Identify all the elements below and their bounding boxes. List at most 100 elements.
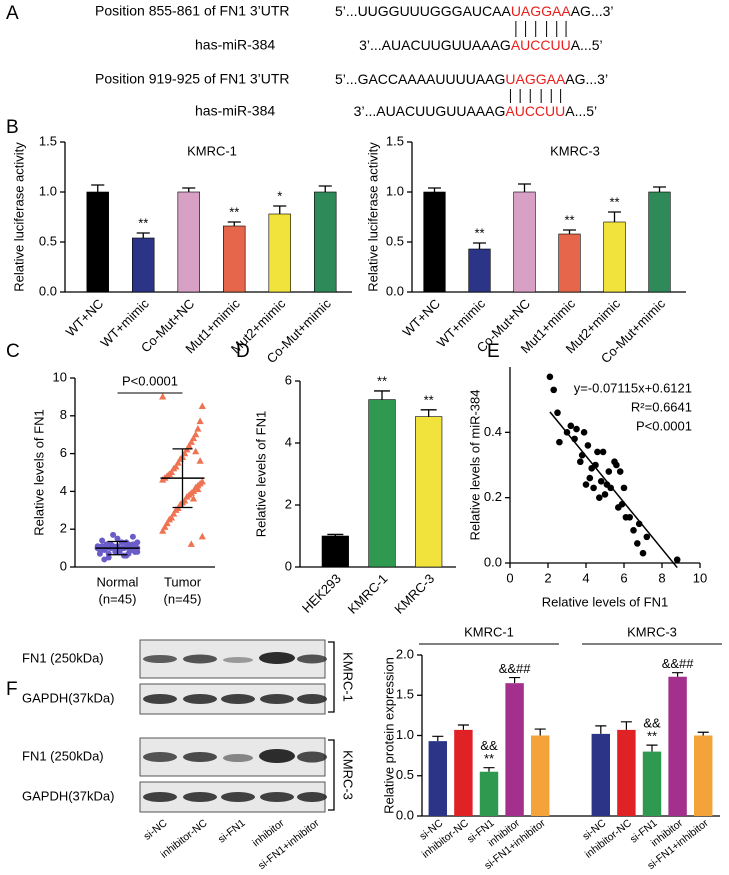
- chart-title: KMRC-1: [187, 143, 237, 158]
- error-bar: [595, 725, 607, 734]
- y-tick-label: 4: [285, 434, 292, 449]
- point: [613, 461, 620, 469]
- alignment-label: Position 919-925 of FN1 3’UTR: [95, 71, 290, 87]
- y-tick-label: 0.0: [39, 283, 57, 298]
- bar: [368, 399, 396, 568]
- point: [550, 386, 557, 394]
- y-tick-label: 0.5: [386, 233, 404, 248]
- point: [110, 531, 117, 538]
- panel-label: D: [236, 341, 250, 362]
- sequence-part: 5’...GACCAAAAUUUUAAG: [335, 71, 505, 87]
- point: [556, 438, 563, 446]
- point: [599, 448, 607, 456]
- x-tick-label: 10: [693, 570, 707, 585]
- point: [101, 556, 108, 563]
- y-tick-label: 8: [60, 407, 67, 422]
- y-tick-label: 0.4: [484, 424, 502, 439]
- bar: [668, 676, 687, 816]
- band: [260, 694, 294, 704]
- blot-row-label: FN1 (250kDa): [22, 650, 104, 665]
- y-tick-label: 1.0: [386, 183, 404, 198]
- sequence-part: A...5’: [565, 103, 597, 119]
- sequence-part: AUCCUU: [505, 103, 565, 119]
- y-axis-label: Relative levels of FN1: [31, 409, 46, 535]
- error-bar: [483, 767, 495, 772]
- bar: [321, 535, 349, 568]
- annotation: y=-0.07115x+0.6121: [574, 380, 692, 395]
- significance: **: [609, 194, 619, 209]
- x-tick-label: HEK293: [299, 571, 344, 616]
- bar: [648, 191, 671, 293]
- x-tick-label: Normal: [97, 574, 139, 589]
- bracket: [328, 641, 335, 713]
- blot-row-label: GAPDH(37kDa): [22, 690, 114, 705]
- panel-label: F: [6, 679, 18, 700]
- error-bar: [136, 232, 150, 238]
- x-tick-note: (n=45): [164, 591, 202, 606]
- y-tick-label: 1.5: [39, 133, 57, 148]
- band: [223, 657, 253, 663]
- band: [143, 694, 177, 704]
- sequence-part: UAGGAA: [511, 3, 572, 19]
- x-axis-label: Relative levels of FN1: [542, 594, 668, 609]
- y-tick-label: 6: [285, 372, 292, 387]
- annotation: P<0.0001: [636, 418, 692, 433]
- point: [192, 447, 200, 455]
- significance: **: [377, 373, 387, 388]
- y-tick-label: 0.2: [484, 489, 502, 504]
- alignment-label: has-miR-384: [195, 37, 275, 53]
- significance: &&: [643, 716, 661, 731]
- error-bar: [518, 183, 531, 192]
- band: [183, 654, 217, 664]
- error-bar: [182, 187, 196, 192]
- blot-row-label: GAPDH(37kDa): [22, 788, 114, 803]
- error-bar: [457, 724, 469, 730]
- error-bar: [563, 229, 576, 234]
- x-tick-label: KMRC-1: [345, 571, 391, 617]
- band: [183, 792, 217, 802]
- x-tick-label: 4: [582, 570, 589, 585]
- point: [567, 422, 575, 430]
- point: [123, 552, 130, 559]
- sequence-part: UAGGAA: [505, 71, 566, 87]
- group-label: KMRC-1: [464, 624, 514, 639]
- point: [187, 540, 195, 547]
- point: [643, 533, 651, 541]
- significance: **: [484, 751, 494, 766]
- significance: **: [647, 729, 657, 744]
- point: [189, 494, 198, 502]
- panel-label: A: [6, 3, 19, 24]
- point: [159, 392, 167, 400]
- bar: [428, 741, 448, 816]
- point: [196, 457, 204, 464]
- y-tick-label: 4: [60, 483, 67, 498]
- bar: [617, 729, 636, 816]
- lane-label: si-FN1: [216, 817, 248, 846]
- significance: &&: [480, 738, 498, 753]
- error-bar: [646, 744, 658, 752]
- error-bar: [91, 184, 105, 192]
- bar: [513, 191, 536, 293]
- point: [582, 481, 590, 488]
- bar: [603, 221, 626, 293]
- blot-group-label: KMRC-1: [341, 652, 356, 702]
- band: [221, 694, 255, 704]
- y-tick-label: 0.0: [386, 283, 404, 298]
- sequence-part: 3’...AUACUUGUUAAAG: [354, 103, 506, 119]
- y-tick-label: 1.5: [396, 687, 414, 702]
- error-bar: [620, 721, 632, 730]
- blot-group-label: KMRC-3: [341, 750, 356, 800]
- significance: **: [138, 215, 148, 230]
- group-label: KMRC-3: [627, 624, 677, 639]
- point: [159, 527, 167, 534]
- error-bar: [428, 187, 441, 192]
- sequence-part: AG...3’: [571, 3, 614, 19]
- error-bar: [473, 242, 486, 249]
- blot-row-label: FN1 (250kDa): [22, 748, 104, 763]
- point: [586, 474, 594, 482]
- y-tick-label: 10: [53, 369, 67, 384]
- bar: [505, 683, 524, 816]
- panel-label: C: [6, 341, 20, 362]
- band: [297, 792, 327, 802]
